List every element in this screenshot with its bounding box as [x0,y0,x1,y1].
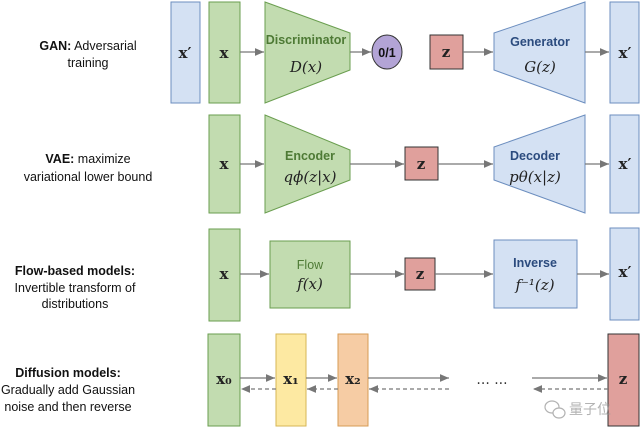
flow-row: Flow-based models: Invertible transform … [15,227,640,322]
discriminator-fn: D(x) [289,58,322,76]
z-label: z [417,155,426,173]
encoder-name: Encoder [285,149,335,163]
x1-label: x₁ [283,370,299,388]
discriminator-block [264,1,351,104]
gan-label-line1: GAN: Adversarial [39,39,136,53]
inverse-block [493,239,578,309]
z-block [404,146,439,181]
diffusion-label-line2: Gradually add Gaussian [1,383,135,397]
real-sample-block [170,1,201,104]
vae-label-line1: VAE: maximize [45,152,130,166]
flow-name: Flow [297,258,324,272]
x-label: x [220,265,230,283]
wechat-icon [544,400,566,419]
inverse-fn: f⁻¹(z) [514,276,554,294]
output-label: 0/1 [378,46,395,60]
x-block [208,1,241,104]
z-block [607,333,640,427]
generator-fn: G(z) [524,58,556,76]
x2-block [337,333,369,427]
z-label: z [416,265,425,283]
z-block [429,34,464,70]
inverse-name: Inverse [513,256,557,270]
x2-label: x₂ [345,370,361,388]
x-prime-block [609,227,640,321]
flow-label-line1: Flow-based models: [15,264,135,278]
x-prime-block [609,114,640,214]
encoder-fn: qϕ(z|x) [284,168,337,186]
vae-row: VAE: maximize variational lower bound x … [24,114,640,214]
generator-block [493,1,586,104]
x-prime-label: x′ [179,44,192,62]
vae-label-line2: variational lower bound [24,170,153,184]
generated-sample-block [609,1,640,104]
output-circle [371,34,403,70]
x-prime-label: x′ [619,44,632,62]
decoder-block [493,114,586,214]
x-block [208,114,241,214]
x-prime-label: x′ [619,155,632,173]
generator-name: Generator [510,35,570,49]
gan-row: GAN: Adversarial training x′ x Discrimin… [39,1,640,104]
x0-label: x₀ [216,370,232,388]
discriminator-name: Discriminator [266,33,347,47]
decoder-fn: pθ(x|z) [509,168,561,186]
flow-label-line3: distributions [42,297,109,311]
diffusion-label-line3: noise and then reverse [4,400,131,414]
x-prime-label: x′ [619,263,632,281]
z-label: z [619,370,628,388]
x0-block [207,333,241,427]
ellipsis: ··· ··· [476,376,507,392]
diffusion-label-line1: Diffusion models: [15,366,121,380]
diffusion-row: Diffusion models: Gradually add Gaussian… [1,333,640,427]
x-label: x [220,155,230,173]
x-label: x [220,44,230,62]
x-block [208,228,241,322]
decoder-name: Decoder [510,149,560,163]
encoder-block [264,114,351,214]
z-label: z [442,43,451,61]
z-block [404,257,436,291]
flow-label-line2: Invertible transform of [15,281,136,295]
watermark-text: 量子位 [569,402,611,418]
watermark: 量子位 [544,400,611,419]
flow-block [269,240,351,309]
x1-block [275,333,307,427]
flow-fn: f(x) [296,275,323,293]
gan-label-line2: training [68,56,109,70]
